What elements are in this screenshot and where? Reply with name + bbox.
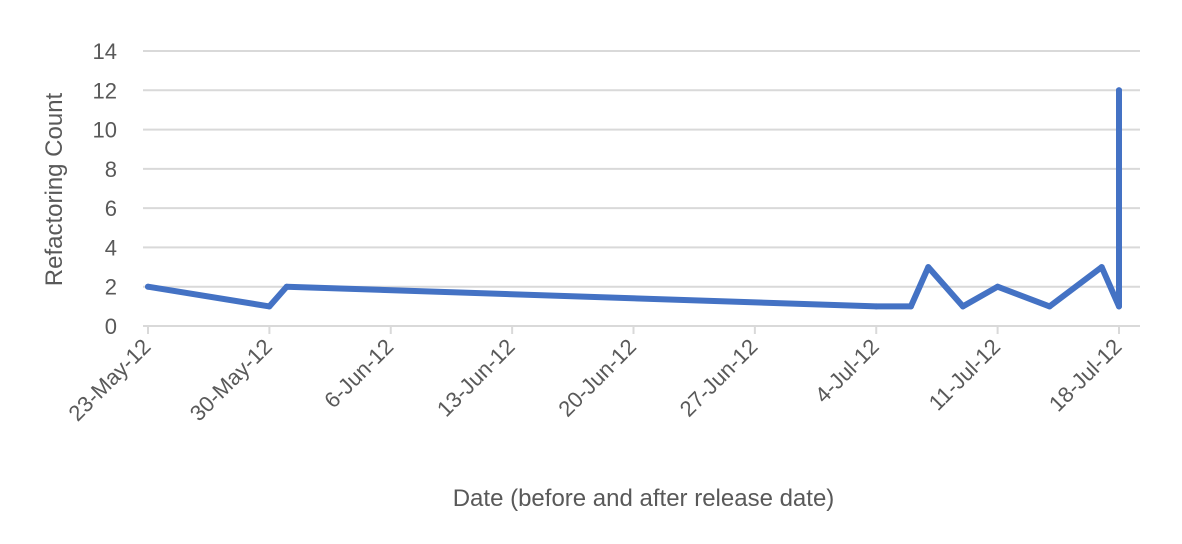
gridlines xyxy=(143,50,1140,288)
x-tick-label: 23-May-12 xyxy=(64,334,156,426)
series-line xyxy=(145,87,1122,310)
data-point xyxy=(994,283,1001,290)
y-tick-label: 4 xyxy=(105,235,117,260)
data-point xyxy=(873,303,880,310)
data-point xyxy=(1046,303,1053,310)
y-tick-label: 12 xyxy=(93,78,117,103)
x-tick-label: 6-Jun-12 xyxy=(319,334,398,413)
data-point xyxy=(145,283,151,290)
data-point xyxy=(266,303,273,310)
x-tick-label: 20-Jun-12 xyxy=(553,334,641,422)
data-point xyxy=(1098,264,1105,271)
tick-labels: 0 2 4 6 8 10 12 14 23-May-12 30-May-12 6-Jun-12 13-… xyxy=(64,39,1127,426)
data-point xyxy=(959,303,966,310)
y-tick-label: 0 xyxy=(105,314,117,339)
y-tick-label: 14 xyxy=(93,39,117,64)
x-tick-label: 18-Jul-12 xyxy=(1044,334,1127,417)
data-point xyxy=(907,303,914,310)
y-tick-label: 2 xyxy=(105,275,117,300)
axes xyxy=(143,325,1140,334)
x-tick-label: 13-Jun-12 xyxy=(432,334,520,422)
x-axis-title: Date (before and after release date) xyxy=(453,485,835,512)
y-tick-label: 10 xyxy=(93,118,117,143)
y-axis-title: Refactoring Count xyxy=(41,92,68,286)
data-point xyxy=(1116,303,1122,310)
x-tick-label: 27-Jun-12 xyxy=(675,334,763,422)
data-point xyxy=(1116,87,1122,94)
data-point xyxy=(925,264,932,271)
data-point xyxy=(283,283,290,290)
series-layer xyxy=(145,87,1122,310)
y-tick-label: 8 xyxy=(105,157,117,182)
y-tick-label: 6 xyxy=(105,196,117,221)
x-tick-label: 30-May-12 xyxy=(185,334,277,426)
x-tick-label: 11-Jul-12 xyxy=(924,334,1005,415)
x-tick-label: 4-Jul-12 xyxy=(810,334,884,408)
